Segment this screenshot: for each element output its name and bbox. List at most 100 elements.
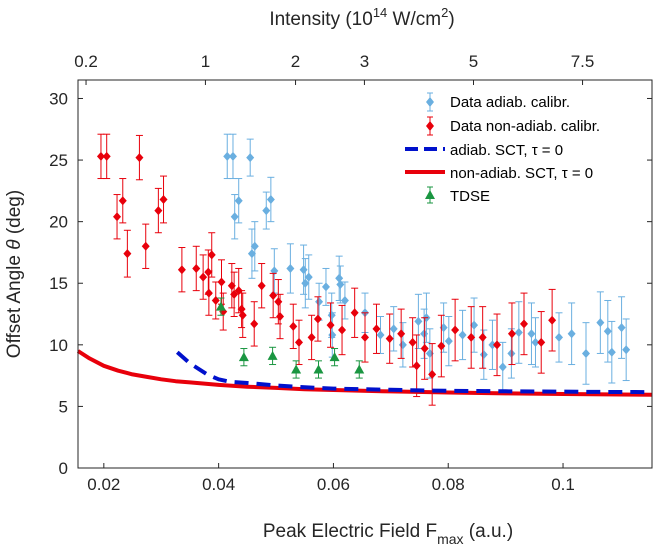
data-point [159,194,168,204]
legend-item-nonadiab-data: Data non-adiab. calibr. [426,116,600,136]
x-tick-label: 0.08 [432,475,465,494]
data-point [531,337,540,347]
bottom-tick-labels: 0.02 0.04 0.06 0.08 0.1 [87,475,575,494]
data-point [102,151,111,161]
data-point [301,278,310,288]
x-axis-title-sub: max [437,531,463,547]
data-point [479,350,488,360]
data-point [527,329,536,339]
data-point [567,329,576,339]
data-point [458,330,467,340]
data-point [238,352,249,362]
data-point [376,330,385,340]
top-axis-title-end: ) [448,9,454,30]
legend-tdse-marker [425,190,435,199]
legend: Data adiab. calibr. Data non-adiab. cali… [392,86,646,208]
legend-nonadiab-sct-label: non-adiab. SCT, τ = 0 [450,165,593,182]
axis-ticks [78,80,652,469]
data-point [397,329,406,339]
top-axis-title-sup1: 14 [373,5,387,20]
data-point [372,324,381,334]
data-point [96,151,105,161]
series-4-points [215,297,365,379]
data-point [217,277,226,287]
x-tick-label: 0.04 [202,475,235,494]
data-point [246,153,255,163]
data-point [335,273,344,283]
data-point [123,249,132,259]
data-point [154,206,163,216]
data-point [113,212,122,222]
data-point [204,267,213,277]
data-point [428,369,437,379]
data-point [444,336,453,346]
data-point [207,250,216,260]
data-point [192,263,201,273]
data-point [313,364,324,374]
legend-item-adiab-data: Data adiab. calibr. [426,92,570,112]
data-point [291,364,302,374]
x-axis-title: Peak Electric Field Fmax (a.u.) [263,521,513,547]
y-axis-title-unit: (deg) [4,190,25,240]
data-point [354,364,365,374]
x-tick-label: 0.06 [317,475,350,494]
data-point [412,361,421,371]
legend-tdse-label: TDSE [450,188,490,205]
data-point [238,310,247,320]
data-point [250,319,259,329]
x-tick-label: 0.02 [87,475,120,494]
top-tick-label: 2 [291,52,300,71]
data-point [289,321,298,331]
top-tick-label: 3 [360,52,369,71]
data-point [596,318,605,328]
data-point [118,196,127,206]
top-tick-labels: 0.2 1 2 3 5 7.5 [74,52,594,71]
data-point [230,212,239,222]
x-axis-title-unit: (a.u.) [464,521,514,542]
data-point [177,265,186,275]
data-point [488,340,497,350]
data-point [326,320,335,330]
legend-adiab-label: Data adiab. calibr. [450,94,570,111]
data-point [414,316,423,326]
data-point [257,281,266,291]
top-tick-label: 0.2 [74,52,98,71]
top-axis-title-mid: W/cm [387,9,441,30]
data-point [498,362,507,372]
data-point [548,315,557,325]
data-point [313,314,322,324]
top-axis-title-sup2: 2 [441,5,448,20]
data-point [276,311,285,321]
data-point [304,272,313,282]
y-tick-label: 5 [59,397,68,416]
data-point [420,344,429,354]
plot-frame [77,79,653,469]
data-point [338,325,347,335]
y-tick-label: 25 [49,151,68,170]
data-point [537,337,546,347]
data-point [321,282,330,292]
y-tick-label: 10 [49,336,68,355]
x-axis-title-main: Peak Electric Field F [263,521,437,542]
data-point [603,326,612,336]
data-point [361,332,369,342]
data-point [204,288,213,298]
y-tick-label: 30 [49,89,68,108]
data-point [555,332,564,342]
top-tick-label: 1 [201,52,210,71]
data-point [250,241,259,251]
legend-nonadiab-label: Data non-adiab. calibr. [450,118,600,135]
data-point [294,337,303,347]
data-point [135,153,144,163]
data-point [451,325,460,335]
data-point [223,151,232,161]
data-point [234,196,243,206]
data-point [141,241,150,251]
data-point [307,332,316,342]
data-point [350,308,359,318]
series-1-points [96,133,557,406]
x-tick-label: 0.1 [551,475,575,494]
y-axis-title: Offset Angle θ (deg) [4,190,25,358]
data-point [617,323,626,333]
